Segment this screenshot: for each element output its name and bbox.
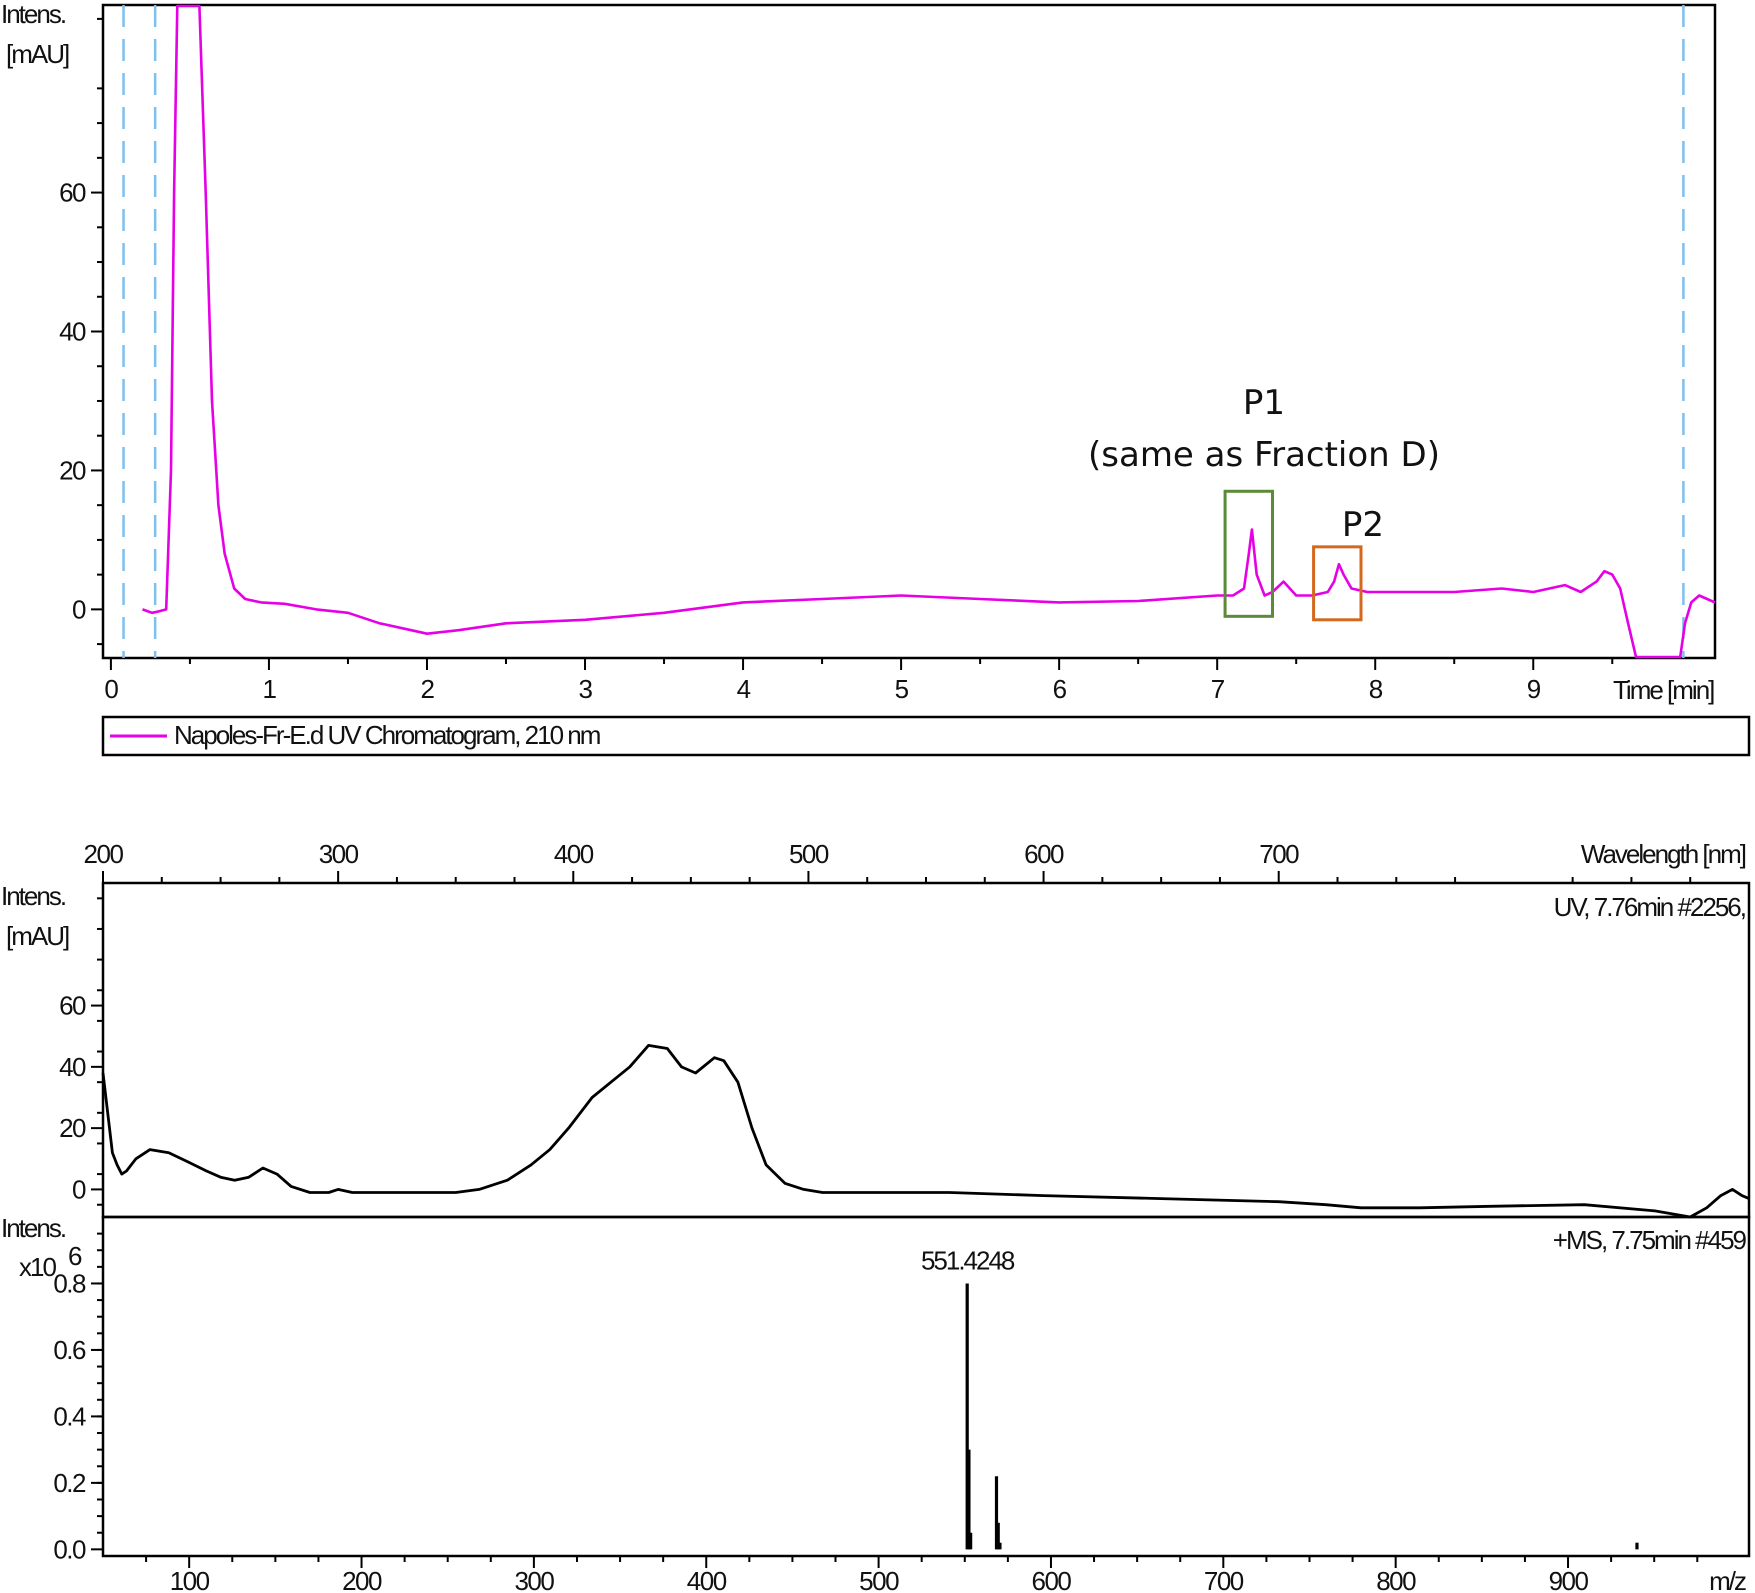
p2-highlight-box [1312,545,1363,622]
chromatogram-xtick-label-0: 0 [104,674,118,704]
chromatogram-ytick-label-40: 40 [59,317,86,347]
uv-spectrum-panel: 0 20 40 60 200 300 400 500 600 700 Intens. [mAU]… [1,839,1751,1219]
ms-xtick-label-100: 100 [170,1566,210,1593]
ms-spectrum-panel: 0.0 0.2 0.4 0.6 0.8 100 200 300 400 500 600 700 800… [1,1213,1751,1593]
uv-spectrum-frame [101,881,1751,1219]
chromatogram-frame [101,3,1717,660]
uv-spectrum-xtick-label-700: 700 [1259,839,1299,869]
chromatogram-xtick-label-7: 7 [1211,674,1225,704]
ms-caption: +MS, 7.75min #459 [1553,1225,1747,1255]
p1-note: (same as Fraction D) [1088,435,1440,475]
ms-ylabel-line1: Intens. [1,1213,65,1243]
uv-spectrum-xtick-label-600: 600 [1024,839,1064,869]
ms-xlabel: m/z [1709,1566,1746,1593]
chromatogram-panel: 0 20 40 60 0 1 2 3 4 5 6 7 8 9 Intens. [mAU] Time [m… [1,0,1717,705]
uv-spectrum-xtick-label-500: 500 [789,839,829,869]
ms-xtick-label-400: 400 [687,1566,727,1593]
ms-xtick-label-200: 200 [342,1566,382,1593]
chromatogram-xtick-label-4: 4 [737,674,751,704]
uv-spectrum-ylabel-line1: Intens. [1,881,65,911]
chromatogram-xtick-label-3: 3 [579,674,593,704]
p1-highlight-box [1223,489,1274,618]
chromatogram-ylabel-line2: [mAU] [6,39,69,69]
ms-ylabel-line2: x10 [19,1252,56,1282]
chromatogram-xlabel: Time [min] [1613,675,1714,705]
uv-spectrum-xtick-label-200: 200 [84,839,124,869]
chromatogram-ytick-label-0: 0 [72,594,86,624]
uv-spectrum-xtick-label-400: 400 [554,839,594,869]
uv-spectrum-trace [101,1044,1750,1219]
chromatogram-ylabel-line1: Intens. [1,0,65,29]
ms-ytick-label-0: 0.0 [53,1534,86,1564]
chromatogram-legend: Napoles-Fr-E.d UV Chromatogram, 210 nm [101,715,1751,757]
uv-chromatogram-trace [142,4,1716,659]
ms-ytick-label-3: 0.6 [53,1335,86,1365]
ms-ylabel-exponent: 6 [68,1241,82,1271]
chromatogram-xtick-label-1: 1 [262,674,276,704]
uv-spectrum-xlabel: Wavelength [nm] [1581,839,1746,869]
chromatogram-xtick-label-9: 9 [1527,674,1541,704]
chromatogram-xtick-label-2: 2 [420,674,434,704]
ms-xtick-label-500: 500 [859,1566,899,1593]
ms-ytick-label-2: 0.4 [53,1401,86,1431]
uv-spectrum-ylabel-line2: [mAU] [6,921,69,951]
ms-spectrum-frame [101,1215,1751,1558]
ms-xtick-label-300: 300 [514,1566,554,1593]
uv-spectrum-ytick-label-0: 0 [72,1174,86,1204]
chromatogram-xtick-label-8: 8 [1369,674,1383,704]
chromatogram-xtick-label-6: 6 [1053,674,1067,704]
ms-peak-label: 551.4248 [921,1245,1015,1275]
uv-spectrum-caption: UV, 7.76min #2256, [1554,892,1745,922]
p1-label: P1 [1243,383,1285,423]
chromatogram-ytick-label-20: 20 [59,455,86,485]
ms-xtick-label-800: 800 [1376,1566,1416,1593]
uv-spectrum-xtick-label-300: 300 [319,839,359,869]
legend-label: Napoles-Fr-E.d UV Chromatogram, 210 nm [174,720,600,750]
ms-xtick-label-700: 700 [1204,1566,1244,1593]
ms-xtick-label-900: 900 [1549,1566,1589,1593]
p2-label: P2 [1342,505,1384,545]
uv-spectrum-ytick-label-60: 60 [59,991,86,1021]
uv-spectrum-ytick-label-20: 20 [59,1113,86,1143]
ms-ytick-label-4: 0.8 [53,1268,86,1298]
legend-box [101,715,1751,757]
ms-xtick-label-600: 600 [1032,1566,1072,1593]
chromatogram-xtick-label-5: 5 [895,674,909,704]
ms-ytick-label-1: 0.2 [53,1468,86,1498]
chromatogram-ytick-label-60: 60 [59,178,86,208]
uv-spectrum-ytick-label-40: 40 [59,1052,86,1082]
